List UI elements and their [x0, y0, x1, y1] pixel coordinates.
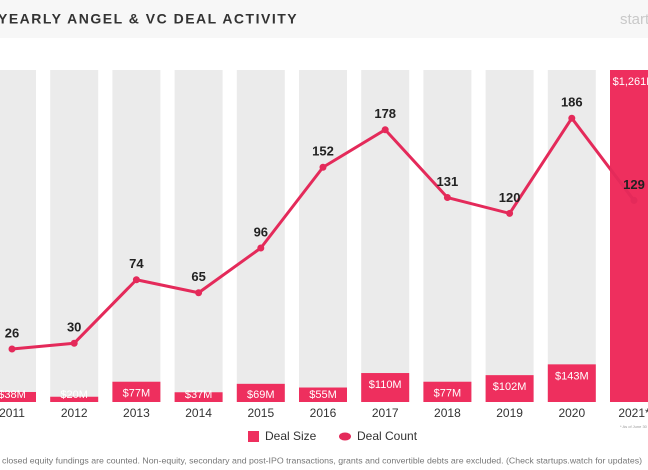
value-label: $110M	[369, 379, 402, 391]
value-label: 129	[623, 177, 645, 192]
value-label: $143M	[555, 370, 589, 382]
column-background	[299, 70, 347, 402]
x-tick-label: 2020	[558, 406, 585, 420]
bar	[50, 396, 99, 402]
x-tick-label: 2018	[434, 406, 461, 420]
bar	[423, 381, 472, 402]
bar	[112, 381, 161, 402]
column-background	[423, 70, 472, 402]
point	[8, 345, 16, 353]
value-label: 186	[561, 95, 583, 110]
x-tick-label: 2017	[372, 406, 399, 420]
x-tick-label: 2016	[310, 406, 337, 420]
value-label: $20M	[60, 389, 88, 401]
value-label: 178	[374, 106, 396, 121]
chart-title: YEARLY ANGEL & VC DEAL ACTIVITY	[0, 11, 298, 27]
title-band	[0, 0, 648, 38]
column-background	[112, 70, 161, 402]
point	[257, 244, 265, 252]
value-label: 152	[312, 144, 334, 159]
column-background	[174, 70, 223, 402]
value-label: 120	[499, 190, 521, 205]
value-label: $69M	[247, 389, 275, 401]
bar	[174, 392, 223, 402]
x-tick-label: 2013	[123, 406, 150, 420]
value-label: $55M	[309, 389, 337, 401]
point	[630, 196, 638, 204]
column-background	[236, 70, 285, 402]
point	[319, 163, 327, 171]
value-label: 74	[129, 256, 144, 271]
value-label: $77M	[123, 388, 151, 400]
bar	[547, 364, 596, 402]
point	[381, 126, 389, 134]
legend-swatch	[248, 431, 259, 442]
column-background	[547, 70, 596, 402]
column-background	[361, 70, 410, 402]
bar	[0, 391, 36, 402]
value-label: $77M	[434, 388, 462, 400]
value-label: 96	[254, 224, 268, 239]
x-tick-label: 2019	[496, 406, 523, 420]
x-tick-label: 2021*	[618, 406, 648, 420]
legend-label: Deal Size	[265, 429, 317, 443]
bar	[610, 70, 648, 402]
watermark: startups.watch	[620, 11, 648, 28]
note: * As of June 30	[620, 424, 648, 429]
legend-label: Deal Count	[357, 429, 418, 443]
point	[506, 209, 514, 217]
column-background	[485, 70, 534, 402]
column-background	[0, 70, 36, 402]
value-label: 26	[5, 325, 19, 340]
point	[70, 339, 78, 347]
point	[443, 194, 451, 202]
footnote: closed equity fundings are counted. Non-…	[2, 455, 642, 465]
x-tick-label: 2015	[247, 406, 274, 420]
point	[568, 114, 576, 122]
value-label: 131	[437, 174, 459, 189]
value-label: $38M	[0, 389, 26, 401]
column-background	[50, 70, 99, 402]
bar	[299, 387, 347, 402]
bar	[485, 375, 534, 402]
x-tick-label: 2012	[61, 406, 88, 420]
value-label: $102M	[493, 381, 527, 393]
point	[195, 289, 203, 297]
value-label: 65	[191, 269, 205, 284]
legend-swatch	[339, 432, 351, 441]
value-label: 30	[67, 320, 81, 335]
bar	[361, 373, 410, 402]
x-tick-label: 2014	[185, 406, 212, 420]
value-label: $1,261M	[613, 76, 648, 88]
x-tick-label: 2011	[0, 406, 25, 420]
point	[132, 276, 140, 284]
bar	[236, 383, 285, 402]
value-label: $37M	[185, 389, 213, 401]
